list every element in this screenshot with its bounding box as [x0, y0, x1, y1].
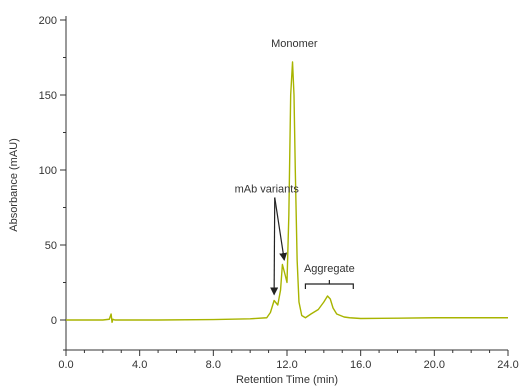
annotation-arrow [274, 197, 288, 261]
x-tick-label: 12.0 [276, 359, 297, 371]
x-tick-label: 16.0 [350, 359, 371, 371]
y-tick-label: 200 [39, 15, 57, 27]
aggregate-bracket [304, 280, 354, 289]
y-tick-label: 100 [39, 165, 57, 177]
annotations-group: Monomer mAb variants Aggregate [235, 38, 355, 296]
x-tick-label: 24.0 [497, 359, 518, 371]
annotation-arrow [270, 197, 279, 296]
y-tick-label: 50 [45, 240, 57, 252]
x-tick-label: 20.0 [424, 359, 445, 371]
x-tick-label: 4.0 [132, 359, 147, 371]
chromatogram-line [66, 61, 508, 323]
y-tick-label: 150 [39, 90, 57, 102]
x-axis-title: Retention Time (min) [236, 374, 338, 386]
x-tick-label: 8.0 [206, 359, 221, 371]
aggregate-label: Aggregate [304, 263, 355, 275]
axes-group: 0 50 100 150 200 0.0 4.0 8.0 12.0 16.0 20.0 24.0 [39, 15, 519, 371]
x-tick-label: 0.0 [58, 359, 73, 371]
series-group [66, 61, 508, 323]
monomer-label: Monomer [271, 38, 318, 50]
y-axis-title: Absorbance (mAU) [8, 138, 20, 232]
y-tick-label: 0 [51, 315, 57, 327]
mab-variants-label: mAb variants [235, 184, 300, 196]
